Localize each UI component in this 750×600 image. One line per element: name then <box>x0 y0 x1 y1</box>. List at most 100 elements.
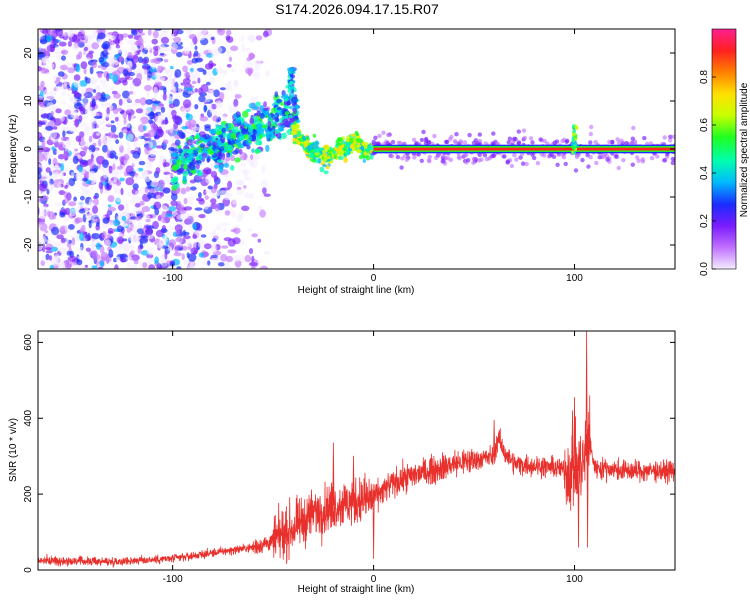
spectrogram-cell <box>131 102 140 107</box>
spectrogram-cell <box>89 66 94 75</box>
spectrogram-cell <box>255 35 263 41</box>
spectrogram-cell <box>174 134 181 139</box>
spectrogram-cell <box>236 186 242 190</box>
spectrogram-cell <box>257 205 263 211</box>
spectrogram-cell <box>194 207 203 211</box>
spectrogram-cell <box>62 140 72 150</box>
spectrogram-cell <box>49 174 56 179</box>
spectrogram-cell <box>574 143 578 148</box>
spectrogram-cell <box>191 80 197 85</box>
spectrogram-cell <box>44 232 52 236</box>
spectrogram-cell <box>421 129 426 135</box>
spectrogram-cell <box>191 69 200 79</box>
spectrogram-cell <box>589 124 594 130</box>
spectrogram-cell <box>41 139 46 148</box>
spectrogram-cell <box>167 247 172 251</box>
spectrogram-cell <box>343 147 347 152</box>
spectrogram-cell <box>98 138 102 147</box>
spectrogram-cell <box>274 91 279 98</box>
spectrogram-cell <box>514 157 519 162</box>
spectrogram-cell <box>72 34 81 43</box>
spectrogram-cell <box>91 218 95 226</box>
spectrogram-cell <box>221 187 231 191</box>
spectrogram-cell <box>332 149 336 155</box>
spectrogram-cell <box>129 90 134 95</box>
spectrogram-cell <box>193 229 200 234</box>
spectrogram-cell <box>248 53 256 59</box>
spectrogram-cell <box>458 139 464 144</box>
spectrogram-cell <box>101 62 110 68</box>
spectrogram-cell <box>86 34 95 40</box>
spectrogram-cell <box>183 231 190 236</box>
spectrogram-cell <box>183 197 188 205</box>
spectrogram-cell <box>560 152 566 157</box>
spectrogram-cell <box>159 155 166 164</box>
spectrogram-cell <box>54 202 63 207</box>
spectrogram-cell <box>78 208 86 214</box>
spectrogram-cell <box>169 96 175 102</box>
spectrogram-cell <box>161 264 167 269</box>
spectrogram-cell <box>251 255 255 263</box>
spectrogram-cell <box>170 200 178 207</box>
spectrogram-cell <box>48 255 53 261</box>
spectrogram-cell <box>148 264 156 269</box>
spectrogram-cell <box>152 100 161 104</box>
colorbar-tick-label: 0.8 <box>699 70 710 84</box>
spectrogram-cell <box>157 65 164 72</box>
spectrogram-cell <box>108 59 115 68</box>
spectrogram-cell <box>280 95 288 99</box>
spectrogram-cell <box>54 80 61 85</box>
spectrogram-cell <box>176 51 183 58</box>
spectrogram-cell <box>64 260 73 269</box>
spectrogram-cell <box>182 175 187 183</box>
spectrogram-cell <box>56 234 64 240</box>
spectrogram-cell <box>263 251 271 255</box>
spectrogram-cell <box>141 58 148 65</box>
spectrogram-cell <box>55 85 61 91</box>
spectrogram-cell <box>234 118 242 123</box>
spectrogram-cell <box>288 67 292 72</box>
spectrogram-cell <box>371 139 376 144</box>
spectrogram-cell <box>212 115 219 122</box>
spectrogram-cell <box>80 61 88 69</box>
spectrogram-cell <box>181 253 185 260</box>
spectrogram-cell <box>89 264 93 269</box>
spectrogram-cell <box>522 135 527 141</box>
spectrogram-cell <box>225 255 233 263</box>
spectrogram-cell <box>90 187 94 191</box>
spectrogram-cell <box>404 157 409 162</box>
spectrogram-cell <box>108 34 114 40</box>
spectrogram-cell <box>66 192 72 201</box>
spectrogram-cell <box>182 65 189 73</box>
spectrogram-cell <box>200 265 205 269</box>
spectrogram-cell <box>338 155 344 161</box>
spectrogram-cell <box>209 232 218 236</box>
spectrogram-cell <box>214 46 223 54</box>
spectrogram-cell <box>171 109 177 117</box>
spectrogram-cell <box>265 129 270 135</box>
spectrogram-cell <box>172 165 179 170</box>
spectrogram-cell <box>279 102 285 106</box>
spectrogram-cell <box>79 131 85 138</box>
spectrogram-cell <box>91 265 98 269</box>
spectrogram-cell <box>99 79 107 84</box>
spectrogram-cell <box>131 194 140 203</box>
spectrogram-cell <box>249 117 255 125</box>
spectrogram-cell <box>287 86 291 91</box>
spectrogram-cell <box>281 132 287 139</box>
spectrogram-cell <box>41 174 47 182</box>
spectrogram-cell <box>142 66 149 70</box>
spectrogram-cell <box>104 239 112 246</box>
spectrogram-cell <box>227 144 233 152</box>
spectrogram-cell <box>538 137 543 142</box>
spectrogram-cell <box>186 87 194 92</box>
spectrogram-cell <box>218 92 225 100</box>
spectrogram-cell <box>356 144 361 149</box>
spectrogram-cell <box>189 41 194 48</box>
spectrogram-cell <box>471 156 477 162</box>
spectrogram-cell <box>262 186 267 195</box>
spectrogram-cell <box>160 259 168 268</box>
spectrogram-cell <box>381 130 386 135</box>
spectrogram-cell <box>126 227 132 233</box>
spectrogram-cell <box>226 63 232 68</box>
